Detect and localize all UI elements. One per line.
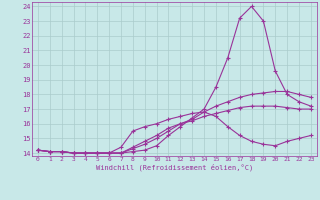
X-axis label: Windchill (Refroidissement éolien,°C): Windchill (Refroidissement éolien,°C) bbox=[96, 164, 253, 171]
